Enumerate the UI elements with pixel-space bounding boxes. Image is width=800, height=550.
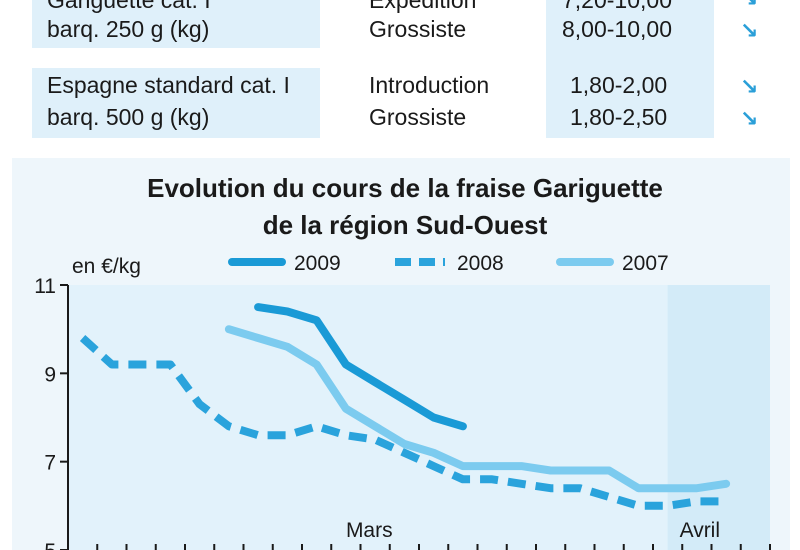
product-line: Gariguette cat. I <box>47 0 211 13</box>
price-value: 8,00-10,00 <box>562 16 672 42</box>
arrow-down-right-icon: ↘ <box>740 18 759 43</box>
arrow-down-right-icon: ↘ <box>740 106 759 131</box>
product-cell <box>32 0 320 48</box>
price-cell <box>546 0 714 48</box>
y-tick-label: 9 <box>44 363 56 386</box>
stage-label: Grossiste <box>369 104 467 130</box>
month-label: Avril <box>680 519 720 542</box>
legend-label-2008: 2008 <box>457 252 504 275</box>
price-value: 7,20-10,00 <box>562 0 672 13</box>
product-line: barq. 250 g (kg) <box>47 16 210 42</box>
chart-title: Evolution du cours de la fraise Gariguet… <box>147 173 663 203</box>
series-line-2007 <box>224 325 731 493</box>
price-value: 1,80-2,00 <box>570 72 668 98</box>
price-chart: Evolution du cours de la fraise Gariguet… <box>12 158 790 550</box>
y-tick-label: 5 <box>44 540 56 550</box>
month-label: Mars <box>346 519 393 542</box>
series-line-2009 <box>254 303 467 431</box>
stage-label: Introduction <box>369 72 490 98</box>
price-table: Gariguette cat. I barq. 250 g (kg) Expéd… <box>0 0 800 150</box>
series-line-2008 <box>79 335 727 510</box>
legend: 2009 2008 2007 <box>228 252 669 275</box>
price-cell <box>546 48 714 138</box>
product-cell <box>32 68 320 138</box>
plot-area: 11 9 7 5 Mars Avril <box>34 275 771 550</box>
legend-label-2007: 2007 <box>622 252 669 275</box>
plot-background-shade <box>667 285 770 550</box>
arrow-down-right-icon: ↘ <box>740 74 759 99</box>
product-line: barq. 500 g (kg) <box>47 104 210 130</box>
price-value: 1,80-2,50 <box>570 104 668 130</box>
stage-label: Grossiste <box>369 16 467 42</box>
plot-background <box>68 285 770 550</box>
y-axis-label: en €/kg <box>72 255 141 278</box>
y-tick-label: 7 <box>44 452 56 475</box>
y-tick-label: 11 <box>34 275 56 298</box>
stage-label: Expédition <box>369 0 477 13</box>
product-line: Espagne standard cat. I <box>47 72 290 98</box>
chart-subtitle: de la région Sud-Ouest <box>263 210 548 240</box>
legend-label-2009: 2009 <box>294 252 341 275</box>
arrow-down-right-icon: ↘ <box>740 0 758 12</box>
